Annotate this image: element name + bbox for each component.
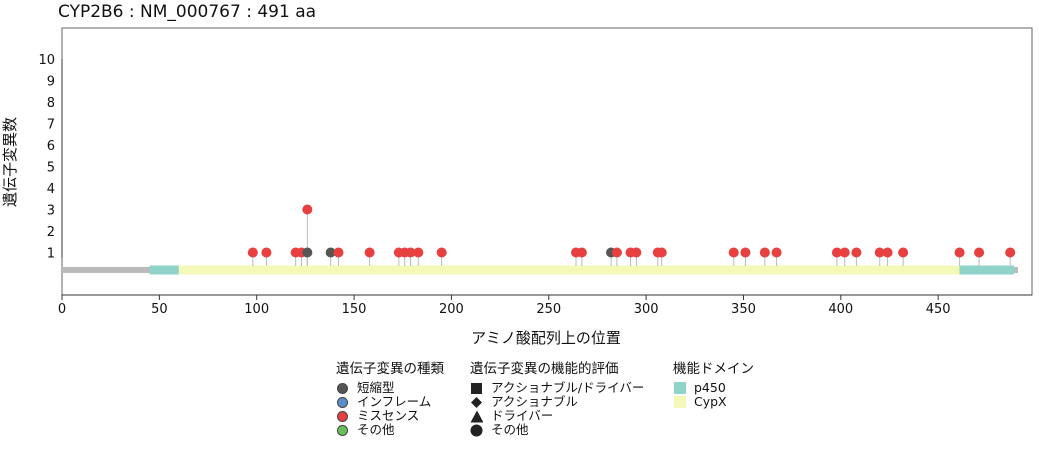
domain-p450 [149, 265, 179, 275]
legend-item: ミスセンス [336, 409, 444, 423]
legend-item: その他 [336, 423, 444, 437]
legend-item: 短縮型 [336, 381, 444, 395]
legend-function: 遺伝子変異の機能的評価 アクショナブル/ドライバー アクショナブル ドライバー その他 [470, 360, 644, 437]
y-tick-label: 8 [47, 96, 55, 111]
mutation-point [740, 247, 751, 258]
y-tick-label: 10 [38, 53, 55, 68]
legend-symbol [336, 424, 349, 437]
legend-title: 遺伝子変異の種類 [336, 361, 444, 377]
legend-symbol [470, 424, 483, 437]
mutation-point [325, 247, 336, 258]
x-tick-label: 450 [926, 302, 951, 317]
y-tick-label: 5 [47, 161, 55, 176]
mutation-point [1005, 247, 1016, 258]
legend-item: CypX [673, 395, 754, 409]
mutation-point [874, 247, 885, 258]
y-tick-label: 2 [47, 225, 55, 240]
x-tick-label: 350 [731, 302, 756, 317]
mutation-point [302, 247, 313, 258]
lollipop-plot: 0 50 100 150 200 250 300 350 400 450 12345678910 … [1, 27, 1033, 347]
x-tick-label: 250 [536, 302, 561, 317]
mutation-point [954, 247, 965, 258]
legend-symbol [336, 396, 349, 409]
domain-layer [62, 265, 1018, 275]
mutation-point [759, 247, 770, 258]
stem-layer [252, 209, 1011, 266]
mutation-point [656, 247, 667, 258]
x-axis-label: アミノ酸配列上の位置 [471, 329, 621, 347]
mutation-point [333, 247, 344, 258]
legend-symbol [470, 382, 483, 395]
mutation-point [771, 247, 782, 258]
x-tick-label: 400 [828, 302, 853, 317]
mutation-point [882, 247, 893, 258]
y-axis-label: 遺伝子変異数 [1, 117, 19, 207]
y-tick-label: 1 [47, 247, 55, 262]
x-tick-label: 50 [151, 302, 168, 317]
legend-label: 短縮型 [357, 380, 395, 395]
x-tick-label: 0 [58, 302, 66, 317]
x-tick-label: 300 [634, 302, 659, 317]
legend-symbol [336, 410, 349, 423]
legend-label: ミスセンス [357, 408, 420, 423]
mutation-point [728, 247, 739, 258]
legend-title: 遺伝子変異の機能的評価 [470, 361, 619, 377]
mutation-point [631, 247, 642, 258]
legend-item: アクショナブル [470, 395, 644, 409]
legend-label: ドライバー [491, 408, 554, 423]
legend-mutation-type: 遺伝子変異の種類 短縮型 インフレーム ミスセンス その他 [336, 360, 444, 437]
x-tick-label: 150 [342, 302, 367, 317]
legend-item: ドライバー [470, 409, 644, 423]
x-tick-label: 200 [439, 302, 464, 317]
mutation-point [302, 204, 313, 215]
legend-item: アクショナブル/ドライバー [470, 381, 644, 395]
legend-domain: 機能ドメイン p450 CypX [673, 360, 754, 409]
y-tick-label: 4 [47, 182, 55, 197]
mutation-point [436, 247, 447, 258]
legend-item: p450 [673, 381, 754, 395]
legend-label: アクショナブル [491, 394, 578, 409]
mutation-point [839, 247, 850, 258]
legend-title: 機能ドメイン [673, 361, 754, 377]
mutation-point [576, 247, 587, 258]
mutation-point [851, 247, 862, 258]
legend-symbol [336, 382, 349, 395]
mutation-point [405, 247, 416, 258]
x-axis: 0 50 100 150 200 250 300 350 400 450 [58, 294, 1032, 317]
mutation-point [831, 247, 842, 258]
legend-symbol [470, 410, 483, 423]
y-axis: 1 2 3 4 5 6 7 8 9 10 [38, 53, 63, 262]
y-tick-label: 9 [47, 75, 55, 90]
mutation-point [247, 247, 258, 258]
legend-label: p450 [694, 380, 726, 395]
mutation-point [898, 247, 909, 258]
legend-label: インフレーム [357, 394, 432, 409]
mutation-point [413, 247, 424, 258]
legend-item: その他 [470, 423, 644, 437]
legend-item: インフレーム [336, 395, 444, 409]
y-tick-label: 3 [47, 204, 55, 219]
domain-p450 [959, 265, 1015, 275]
mutation-point [611, 247, 622, 258]
y-tick-label: 7 [47, 118, 55, 133]
mutation-layer [247, 204, 1016, 258]
legend-label: その他 [357, 422, 395, 437]
domain-cypx [178, 265, 960, 275]
chart-title: CYP2B6 : NM_000767 : 491 aa [58, 2, 317, 22]
mutation-point [974, 247, 985, 258]
x-tick-label: 100 [244, 302, 269, 317]
mutation-point [364, 247, 375, 258]
legend-symbol [673, 396, 686, 409]
mutation-point [261, 247, 272, 258]
legend-label: アクショナブル/ドライバー [491, 380, 645, 395]
legend-symbol [470, 396, 483, 409]
legend-label: CypX [694, 394, 727, 409]
legend-label: その他 [491, 422, 529, 437]
y-tick-label: 6 [47, 139, 55, 154]
legend-symbol [673, 382, 686, 395]
